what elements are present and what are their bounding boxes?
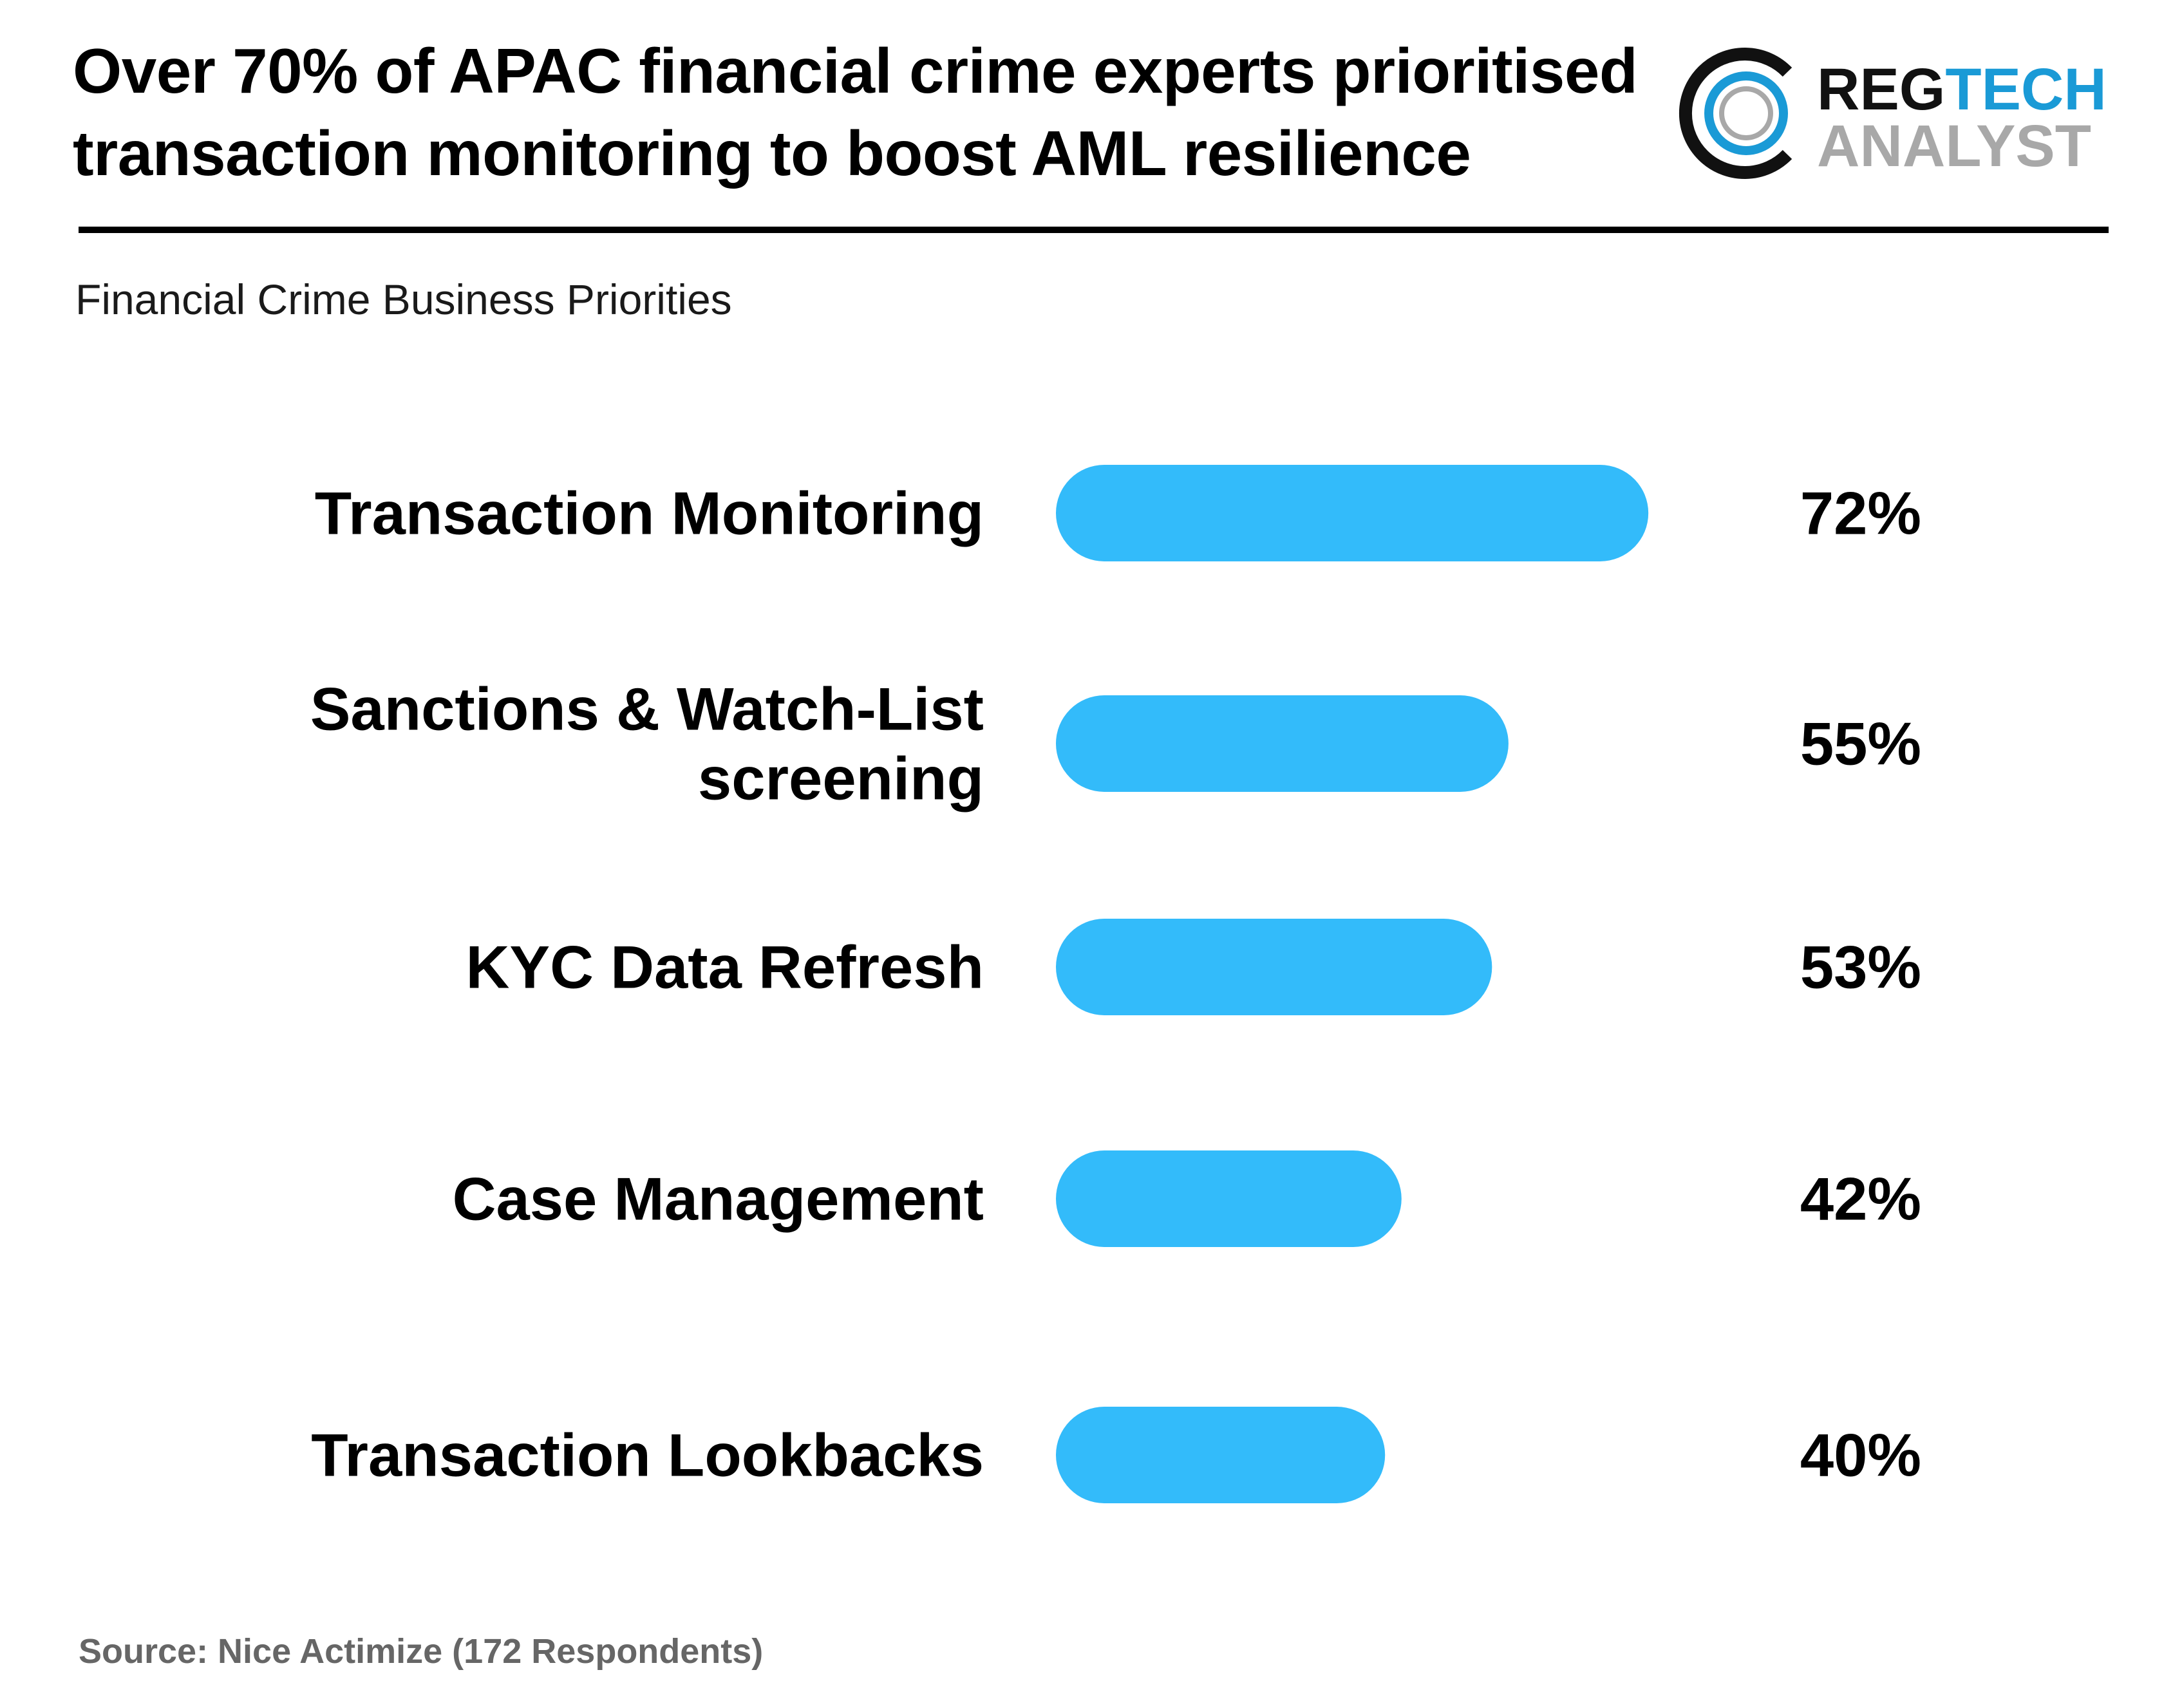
value-label: 40% (1800, 1422, 1921, 1489)
chart-subtitle: Financial Crime Business Priorities (75, 276, 732, 323)
category-label-line: Transaction Monitoring (315, 480, 984, 547)
bar (1056, 1407, 1386, 1503)
bar (1056, 1150, 1402, 1247)
logo-line1: REGTECH (1817, 57, 2107, 122)
category-label-line: Sanctions & Watch-List (310, 675, 984, 743)
value-label: 72% (1800, 480, 1921, 547)
value-label: 55% (1800, 710, 1921, 778)
ring-logo-icon (1679, 48, 1792, 179)
category-label-line: Case Management (453, 1165, 984, 1233)
divider-rule (79, 227, 2109, 233)
bar (1056, 465, 1649, 561)
ring-inner-circle (1719, 86, 1773, 140)
category-label-line: screening (698, 745, 984, 812)
category-label: Transaction Monitoring (315, 480, 984, 547)
logo-line2: ANALYST (1817, 113, 2091, 179)
bar (1056, 695, 1509, 792)
value-label: 42% (1800, 1165, 1921, 1233)
headline: Over 70% of APAC financial crime experts… (73, 35, 1638, 189)
category-label-line: Transaction Lookbacks (311, 1422, 984, 1489)
category-label: Case Management (453, 1165, 984, 1233)
ring-outer-arc (1679, 48, 1792, 179)
category-label: Transaction Lookbacks (311, 1422, 984, 1489)
ring-middle-circle (1704, 71, 1788, 155)
source-note: Source: Nice Actimize (172 Respondents) (79, 1632, 764, 1671)
category-label: Sanctions & Watch-List screening (310, 675, 984, 812)
logo-reg: REG (1817, 57, 1945, 122)
regtech-analyst-logo: REGTECH ANALYST (1679, 48, 2107, 179)
logo-tech: TECH (1945, 57, 2106, 122)
bar (1056, 919, 1492, 1015)
category-label-line: KYC Data Refresh (466, 934, 984, 1001)
value-label: 53% (1800, 934, 1921, 1001)
category-label: KYC Data Refresh (466, 934, 984, 1001)
